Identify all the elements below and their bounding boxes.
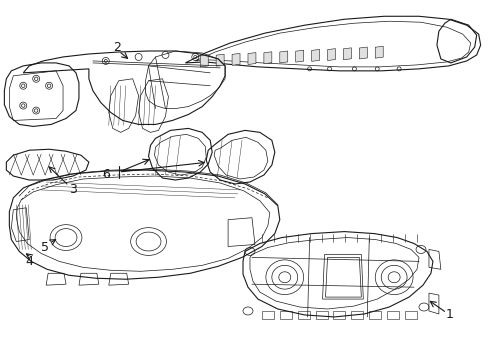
Polygon shape: [280, 51, 288, 63]
Polygon shape: [248, 53, 256, 64]
Text: 4: 4: [25, 255, 33, 268]
Polygon shape: [375, 46, 383, 58]
Polygon shape: [200, 55, 208, 67]
Text: 1: 1: [446, 309, 454, 321]
Text: 3: 3: [69, 184, 77, 197]
Text: 5: 5: [41, 241, 49, 254]
Polygon shape: [343, 48, 351, 60]
Polygon shape: [232, 53, 240, 65]
Text: 2: 2: [113, 41, 121, 54]
Polygon shape: [327, 49, 336, 60]
Polygon shape: [295, 50, 304, 62]
Polygon shape: [216, 54, 224, 66]
Polygon shape: [359, 47, 368, 59]
Polygon shape: [264, 52, 272, 64]
Text: 6: 6: [102, 167, 110, 181]
Polygon shape: [312, 49, 319, 61]
